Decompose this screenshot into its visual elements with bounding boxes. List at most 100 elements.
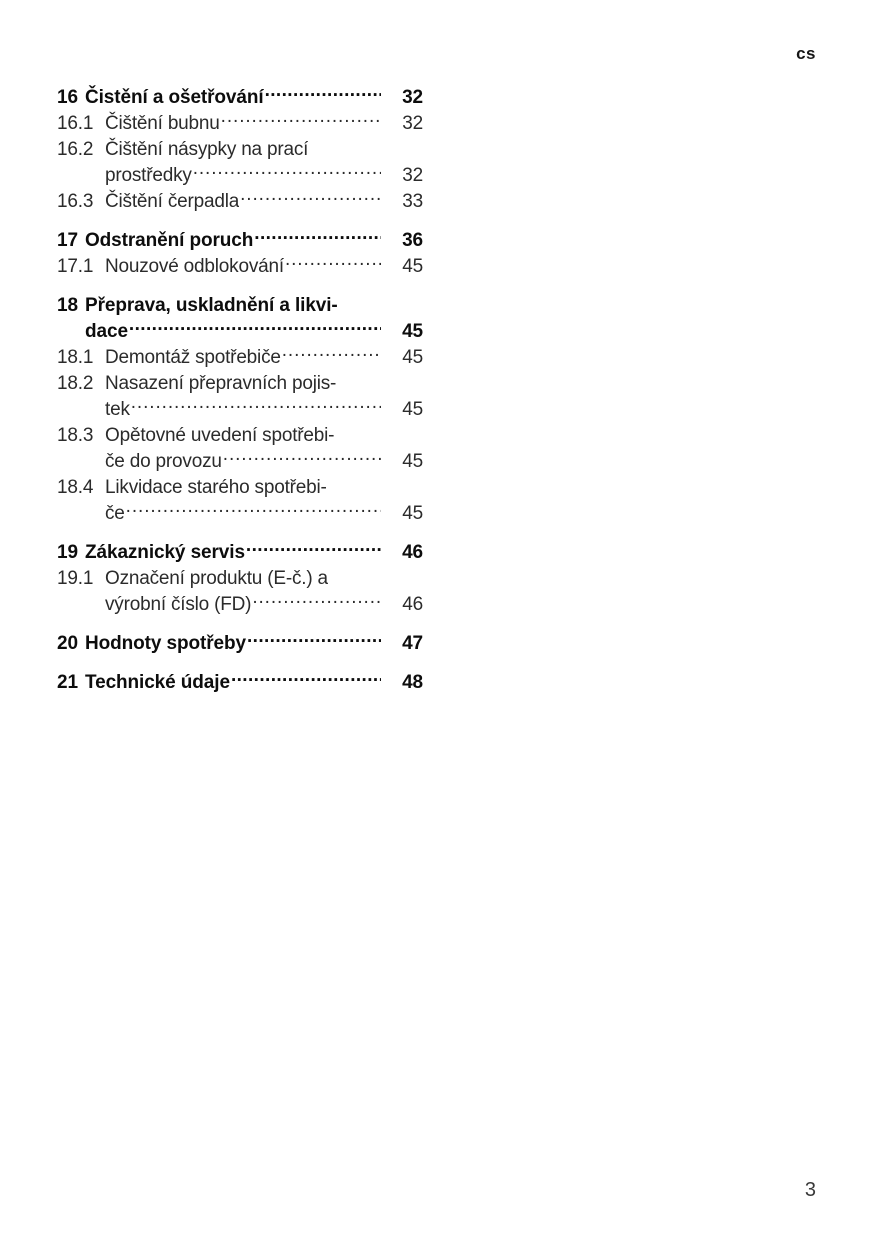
toc-entry-continuation[interactable]: 18.4če45 bbox=[57, 500, 423, 526]
toc-entry-number: 19 bbox=[57, 542, 78, 563]
toc-entry-title: Nouzové odblokování bbox=[105, 256, 284, 277]
toc-entry-page-number: 45 bbox=[402, 256, 423, 277]
toc-entry[interactable]: 17.1 Nouzové odblokování 45 bbox=[57, 253, 423, 279]
toc-entry-continuation[interactable]: 18.2tek45 bbox=[57, 396, 423, 422]
toc-entry-page-number: 32 bbox=[402, 165, 423, 186]
toc-entry-title: Čištění čerpadla bbox=[105, 191, 240, 212]
toc-entry-title: prostředky bbox=[105, 165, 192, 186]
toc-entry-number: 16.3 bbox=[57, 191, 94, 212]
toc-entry-continuation[interactable]: 16.2prostředky 32 bbox=[57, 162, 423, 188]
toc-entry-page-number: 33 bbox=[402, 191, 423, 212]
toc-entry-page-number: 45 bbox=[402, 321, 423, 342]
toc-entry-number: 18.2 bbox=[57, 373, 94, 394]
toc-entry-page-number: 47 bbox=[402, 633, 423, 654]
toc-entry-title: Nasazení přepravních pojis- bbox=[105, 373, 337, 394]
toc-entry-page-number: 46 bbox=[402, 542, 423, 563]
toc-entry-title: dace bbox=[85, 321, 128, 342]
toc-entry-title: tek bbox=[105, 399, 130, 420]
toc-entry-number: 21 bbox=[57, 672, 78, 693]
toc-entry-number: 16 bbox=[57, 87, 78, 108]
toc-entry-number: 19.1 bbox=[57, 568, 94, 589]
toc-entry[interactable]: 21 Technické údaje 48 bbox=[57, 669, 423, 695]
toc-entry-page-number: 45 bbox=[402, 399, 423, 420]
toc-dot-leader bbox=[231, 669, 381, 688]
toc-dot-leader bbox=[131, 396, 381, 415]
toc-dot-leader bbox=[282, 344, 381, 363]
toc-entry-title: výrobní číslo (FD) bbox=[105, 594, 252, 615]
toc-dot-leader bbox=[129, 318, 381, 337]
toc-entry-page-number: 46 bbox=[402, 594, 423, 615]
toc-section-group: 20 Hodnoty spotřeby 47 bbox=[57, 630, 423, 656]
toc-dot-leader bbox=[337, 370, 381, 389]
toc-dot-leader bbox=[221, 110, 381, 129]
toc-entry-continuation[interactable]: 18dace 45 bbox=[57, 318, 423, 344]
toc-entry-title: Čištění násypky na prací bbox=[105, 139, 309, 160]
toc-entry-number: 18 bbox=[57, 295, 78, 316]
toc-entry-title: Čištění bubnu bbox=[105, 113, 220, 134]
running-header-language: cs bbox=[796, 44, 816, 63]
toc-entry-number: 20 bbox=[57, 633, 78, 654]
toc-entry-title: Hodnoty spotřeby bbox=[85, 633, 246, 654]
toc-entry[interactable]: 18.1 Demontáž spotřebiče 45 bbox=[57, 344, 423, 370]
toc-entry-title: Odstranění poruch bbox=[85, 230, 254, 251]
toc-dot-leader bbox=[335, 422, 381, 441]
toc-dot-leader bbox=[193, 162, 381, 181]
toc-section-group: 16 Čistění a ošetřování 32 16.1 Čištění bubn… bbox=[57, 84, 423, 214]
toc-entry-number: 16.2 bbox=[57, 139, 94, 160]
toc-entry-page-number: 36 bbox=[402, 230, 423, 251]
toc-entry-number: 17.1 bbox=[57, 256, 94, 277]
toc-entry[interactable]: 19 Zákaznický servis 46 bbox=[57, 539, 423, 565]
toc-dot-leader bbox=[126, 500, 381, 519]
toc-entry-continuation[interactable]: 18.3če do provozu 45 bbox=[57, 448, 423, 474]
toc-entry[interactable]: 16 Čistění a ošetřování 32 bbox=[57, 84, 423, 110]
toc-entry-page-number: 45 bbox=[402, 347, 423, 368]
toc-dot-leader bbox=[309, 136, 381, 155]
toc-dot-leader bbox=[240, 188, 381, 207]
toc-entry-number: 17 bbox=[57, 230, 78, 251]
toc-dot-leader bbox=[328, 474, 381, 493]
toc-entry-title: če bbox=[105, 503, 125, 524]
toc-entry-number: 16.1 bbox=[57, 113, 94, 134]
toc-dot-leader bbox=[285, 253, 381, 272]
toc-entry-title: Zákaznický servis bbox=[85, 542, 245, 563]
toc-entry-number: 18.1 bbox=[57, 347, 94, 368]
toc-entry-continuation[interactable]: 19.1výrobní číslo (FD) 46 bbox=[57, 591, 423, 617]
toc-dot-leader bbox=[252, 591, 381, 610]
toc-dot-leader bbox=[329, 565, 381, 584]
toc-dot-leader bbox=[223, 448, 381, 467]
toc-entry-page-number: 45 bbox=[402, 451, 423, 472]
toc-dot-leader bbox=[265, 84, 381, 103]
toc-entry-title: Označení produktu (E-č.) a bbox=[105, 568, 328, 589]
toc-dot-leader bbox=[254, 227, 381, 246]
toc-entry-number: 18.3 bbox=[57, 425, 94, 446]
toc-entry[interactable]: 17 Odstranění poruch 36 bbox=[57, 227, 423, 253]
toc-entry-page-number: 48 bbox=[402, 672, 423, 693]
toc-section-group: 19 Zákaznický servis 46 19.1 Označení produk… bbox=[57, 539, 423, 617]
toc-entry[interactable]: 16.3 Čištění čerpadla 33 bbox=[57, 188, 423, 214]
toc-entry[interactable]: 16.1 Čištění bubnu 32 bbox=[57, 110, 423, 136]
toc-entry-title: Čistění a ošetřování bbox=[85, 87, 264, 108]
toc-entry-page-number: 32 bbox=[402, 87, 423, 108]
toc-dot-leader bbox=[247, 630, 381, 649]
toc-dot-leader bbox=[339, 292, 381, 311]
toc-entry-title: Likvidace starého spotřebi- bbox=[105, 477, 327, 498]
toc-dot-leader bbox=[246, 539, 381, 558]
toc-entry-page-number: 45 bbox=[402, 503, 423, 524]
toc-entry-title: če do provozu bbox=[105, 451, 222, 472]
toc-section-group: 17 Odstranění poruch 36 17.1 Nouzové odblok… bbox=[57, 227, 423, 279]
toc-entry[interactable]: 20 Hodnoty spotřeby 47 bbox=[57, 630, 423, 656]
toc-entry-title: Přeprava, uskladnění a likvi- bbox=[85, 295, 338, 316]
toc-section-group: 21 Technické údaje 48 bbox=[57, 669, 423, 695]
toc-entry-number: 18.4 bbox=[57, 477, 94, 498]
toc-entry-title: Technické údaje bbox=[85, 672, 230, 693]
toc-entry-page-number: 32 bbox=[402, 113, 423, 134]
page-number: 3 bbox=[804, 1179, 816, 1201]
toc-entry-title: Demontáž spotřebiče bbox=[105, 347, 281, 368]
